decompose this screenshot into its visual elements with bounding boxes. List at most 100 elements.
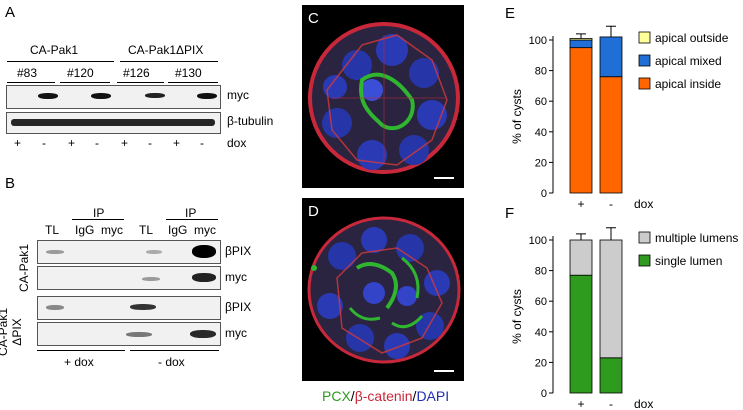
lane-label: TL: [139, 223, 154, 237]
stain-caption: PCX/β-catenin/DAPI: [322, 389, 449, 403]
side-label-ca-pak1: CA-Pak1: [17, 240, 34, 296]
clone-label: #120: [67, 66, 94, 80]
legend-swatch: [638, 54, 651, 67]
row-label-myc: myc: [227, 88, 249, 102]
x-tick-label: +: [577, 397, 584, 410]
band: [190, 330, 216, 338]
clone-bracket: [168, 82, 218, 83]
lane-label: IgG: [75, 223, 95, 237]
blot-myc-1: [37, 266, 221, 290]
bar-segment: [599, 357, 623, 394]
dox-sign: -: [148, 136, 152, 150]
group-label-ca-pak1-dpix: CA-Pak1ΔPIX: [128, 43, 204, 57]
blot-myc-2: [37, 322, 221, 346]
ip-bracket: [166, 219, 218, 220]
panel-label-f: F: [505, 205, 515, 222]
dox-sign: -: [200, 136, 204, 150]
ip-label: IP: [93, 206, 105, 220]
band: [142, 277, 160, 281]
legend-swatch: [638, 77, 651, 90]
caption-pcx: PCX: [322, 388, 351, 404]
panel-label-e: E: [505, 5, 516, 22]
bar-segment: [569, 274, 593, 394]
panel-label-c: C: [308, 10, 319, 27]
bar-segment: [599, 76, 623, 194]
row-label: βPIX: [225, 244, 252, 258]
band: [46, 305, 64, 310]
dox-bracket: [130, 350, 219, 351]
band: [46, 250, 64, 254]
y-axis-label: % of cysts: [510, 289, 524, 344]
scale-bar: [434, 177, 454, 179]
lane-label: myc: [194, 223, 216, 237]
panel-label-a: A: [5, 4, 16, 21]
dox-group-label: - dox: [158, 355, 185, 369]
legend-label: single lumen: [655, 254, 722, 268]
chart-e: 0 20 40 60 80 100 % of cysts + - dox apical outsid…: [510, 25, 729, 211]
scale-bar: [434, 370, 454, 372]
blot-myc: [6, 85, 221, 109]
micrograph-d: D: [302, 198, 464, 381]
blot-bpix-1: [37, 240, 221, 264]
bar-segment: [599, 36, 623, 78]
legend-label: apical mixed: [655, 54, 722, 68]
band: [38, 93, 58, 99]
y-tick-label: 20: [535, 157, 547, 169]
caption-slash: /: [412, 388, 417, 404]
y-tick-label: 80: [535, 66, 547, 78]
legend-swatch: [638, 231, 651, 244]
bar-segment: [569, 39, 593, 49]
band: [192, 245, 216, 258]
clone-bracket: [117, 82, 164, 83]
y-tick-label: 100: [529, 235, 547, 247]
legend-label: multiple lumens: [655, 231, 738, 245]
lane-label: myc: [101, 223, 123, 237]
clone-bracket: [60, 82, 110, 83]
x-axis-label: dox: [634, 397, 653, 410]
band: [145, 93, 165, 98]
panel-label-d: D: [308, 203, 319, 220]
dox-sign: -: [95, 136, 99, 150]
lane-label: IgG: [168, 223, 188, 237]
band: [91, 93, 111, 99]
panel-label-b: B: [5, 175, 16, 192]
dox-label: dox: [227, 136, 247, 150]
ip-bracket: [72, 219, 124, 220]
band: [126, 332, 152, 337]
y-tick-label: 40: [535, 127, 547, 139]
blot-tubulin: [6, 112, 221, 134]
dox-sign: +: [14, 136, 22, 150]
dox-sign: +: [68, 136, 76, 150]
group-bracket-1: [7, 61, 114, 62]
side-label-text: CA-Pak1: [17, 243, 32, 293]
y-tick-label: 0: [541, 188, 547, 200]
bar-segment: [569, 47, 593, 194]
ip-label: IP: [185, 206, 197, 220]
micrograph-d-image: [307, 216, 461, 364]
legend-swatch: [638, 31, 651, 44]
clone-label: #126: [123, 66, 150, 80]
chart-f: 0 20 40 60 80 100 % of cysts + - dox multiple lume…: [510, 227, 738, 410]
dox-sign: -: [42, 136, 46, 150]
row-label: myc: [225, 270, 247, 284]
side-label-text: CA-Pak1 ΔPIX: [0, 307, 25, 357]
row-label-tubulin: β-tubulin: [227, 114, 274, 128]
legend-label: apical outside: [655, 31, 729, 45]
y-tick-label: 60: [535, 296, 547, 308]
x-axis-label: dox: [634, 197, 653, 211]
dox-bracket: [37, 350, 125, 351]
y-tick-label: 60: [535, 96, 547, 108]
y-tick-label: 0: [541, 388, 547, 400]
y-axis-label: % of cysts: [510, 89, 524, 144]
blot-bpix-2: [37, 296, 221, 320]
caption-dapi: DAPI: [416, 388, 450, 404]
micrograph-c: C: [302, 5, 464, 188]
x-tick-label: +: [577, 197, 584, 211]
band: [192, 273, 216, 282]
y-tick-label: 40: [535, 327, 547, 339]
row-label: βPIX: [225, 300, 252, 314]
band: [11, 119, 215, 126]
caption-catenin: β-catenin: [354, 388, 413, 404]
row-label: myc: [225, 326, 247, 340]
